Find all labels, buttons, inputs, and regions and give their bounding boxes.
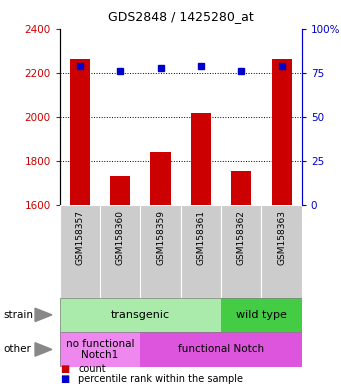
Bar [150, 152, 170, 205]
Text: GSM158363: GSM158363 [277, 210, 286, 265]
Bar [221, 298, 302, 332]
Bar [60, 332, 140, 367]
Text: percentile rank within the sample: percentile rank within the sample [78, 374, 243, 384]
Text: functional Notch: functional Notch [178, 344, 264, 354]
Bar [262, 205, 302, 298]
Text: GSM158360: GSM158360 [116, 210, 125, 265]
Text: no functional
Notch1: no functional Notch1 [66, 339, 134, 360]
Text: strain: strain [3, 310, 33, 320]
Bar [60, 298, 221, 332]
Bar [100, 205, 140, 298]
Text: other: other [3, 344, 31, 354]
Text: count: count [78, 364, 106, 374]
Text: GDS2848 / 1425280_at: GDS2848 / 1425280_at [108, 10, 254, 23]
Bar [191, 113, 211, 205]
Bar [231, 171, 251, 205]
Text: transgenic: transgenic [111, 310, 170, 320]
Text: GSM158359: GSM158359 [156, 210, 165, 265]
Bar [60, 205, 100, 298]
Bar [221, 205, 262, 298]
Text: ■: ■ [60, 374, 69, 384]
Text: wild type: wild type [236, 310, 287, 320]
Text: ■: ■ [60, 364, 69, 374]
Bar [271, 59, 292, 205]
Text: GSM158362: GSM158362 [237, 210, 246, 265]
Bar [70, 59, 90, 205]
Bar [140, 332, 302, 367]
Polygon shape [35, 343, 52, 356]
Bar [140, 205, 181, 298]
Polygon shape [35, 308, 52, 322]
Bar [181, 205, 221, 298]
Bar [110, 175, 130, 205]
Text: GSM158357: GSM158357 [75, 210, 84, 265]
Text: GSM158361: GSM158361 [196, 210, 205, 265]
